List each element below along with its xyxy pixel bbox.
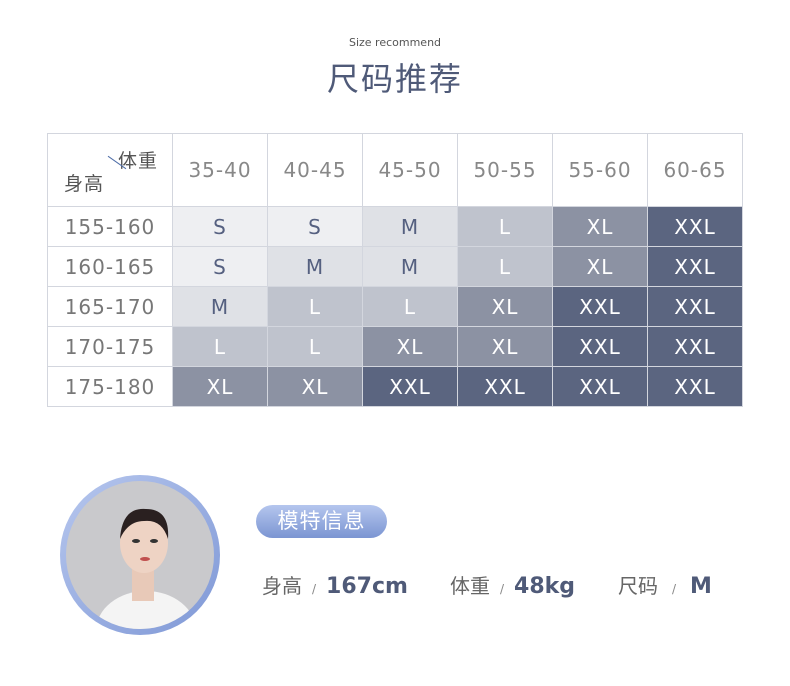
weight-axis-label: 体重	[117, 150, 158, 172]
separator: /	[500, 582, 505, 596]
size-cell: M	[267, 246, 363, 287]
size-cell: M	[362, 206, 458, 247]
size-cell: XL	[362, 326, 458, 367]
page-title: 尺码推荐	[326, 60, 463, 98]
model-info-badge: 模特信息	[256, 505, 387, 538]
weight-header: 55-60	[552, 133, 648, 207]
size-cell: L	[457, 206, 553, 247]
weight-header: 40-45	[267, 133, 363, 207]
size-cell: L	[172, 326, 268, 367]
corner-cell: 体重 身高	[47, 133, 173, 207]
size-cell: M	[172, 286, 268, 327]
weight-header: 35-40	[172, 133, 268, 207]
size-cell: XL	[552, 206, 648, 247]
table-row: 155-160 S S M L XL XXL	[47, 206, 743, 247]
size-cell: L	[457, 246, 553, 287]
size-cell: L	[362, 286, 458, 327]
weight-header: 45-50	[362, 133, 458, 207]
size-cell: XXL	[647, 286, 743, 327]
height-header: 165-170	[47, 286, 173, 327]
weight-header: 60-65	[647, 133, 743, 207]
size-cell: XXL	[647, 206, 743, 247]
model-size: 尺码 / M	[618, 570, 712, 599]
model-photo	[96, 508, 196, 629]
weight-value: 48kg	[514, 574, 576, 599]
size-cell: M	[362, 246, 458, 287]
size-cell: L	[267, 326, 363, 367]
size-value: M	[690, 574, 712, 599]
separator: /	[672, 582, 677, 596]
size-cell: XL	[172, 366, 268, 407]
subtitle: Size recommend	[348, 36, 442, 49]
size-cell: XXL	[362, 366, 458, 407]
size-table: 体重 身高 35-40 40-45 45-50 50-55 55-60 60-6…	[47, 133, 743, 407]
table-row: 175-180 XL XL XXL XXL XXL XXL	[47, 366, 743, 407]
size-cell: XL	[457, 326, 553, 367]
height-axis-label: 身高	[64, 173, 105, 195]
size-cell: S	[172, 206, 268, 247]
size-cell: XXL	[552, 366, 648, 407]
size-cell: XXL	[647, 366, 743, 407]
size-cell: XXL	[552, 326, 648, 367]
height-header: 160-165	[47, 246, 173, 287]
model-weight: 体重 / 48kg	[450, 570, 575, 599]
size-cell: XL	[457, 286, 553, 327]
table-row: 160-165 S M M L XL XXL	[47, 246, 743, 287]
height-value: 167cm	[326, 574, 408, 599]
height-header: 155-160	[47, 206, 173, 247]
weight-header: 50-55	[457, 133, 553, 207]
size-cell: S	[267, 206, 363, 247]
size-cell: XXL	[647, 326, 743, 367]
size-cell: XXL	[552, 286, 648, 327]
size-cell: XL	[267, 366, 363, 407]
size-cell: XL	[552, 246, 648, 287]
size-cell: XXL	[647, 246, 743, 287]
model-height: 身高 / 167cm	[262, 570, 408, 599]
weight-label: 体重	[450, 574, 490, 598]
size-cell: S	[172, 246, 268, 287]
height-label: 身高	[262, 574, 302, 598]
height-header: 175-180	[47, 366, 173, 407]
model-avatar	[60, 475, 220, 635]
size-cell: L	[267, 286, 363, 327]
size-label: 尺码	[618, 574, 658, 598]
table-row: 165-170 M L L XL XXL XXL	[47, 286, 743, 327]
height-header: 170-175	[47, 326, 173, 367]
size-cell: XXL	[457, 366, 553, 407]
separator: /	[312, 582, 317, 596]
table-row: 170-175 L L XL XL XXL XXL	[47, 326, 743, 367]
